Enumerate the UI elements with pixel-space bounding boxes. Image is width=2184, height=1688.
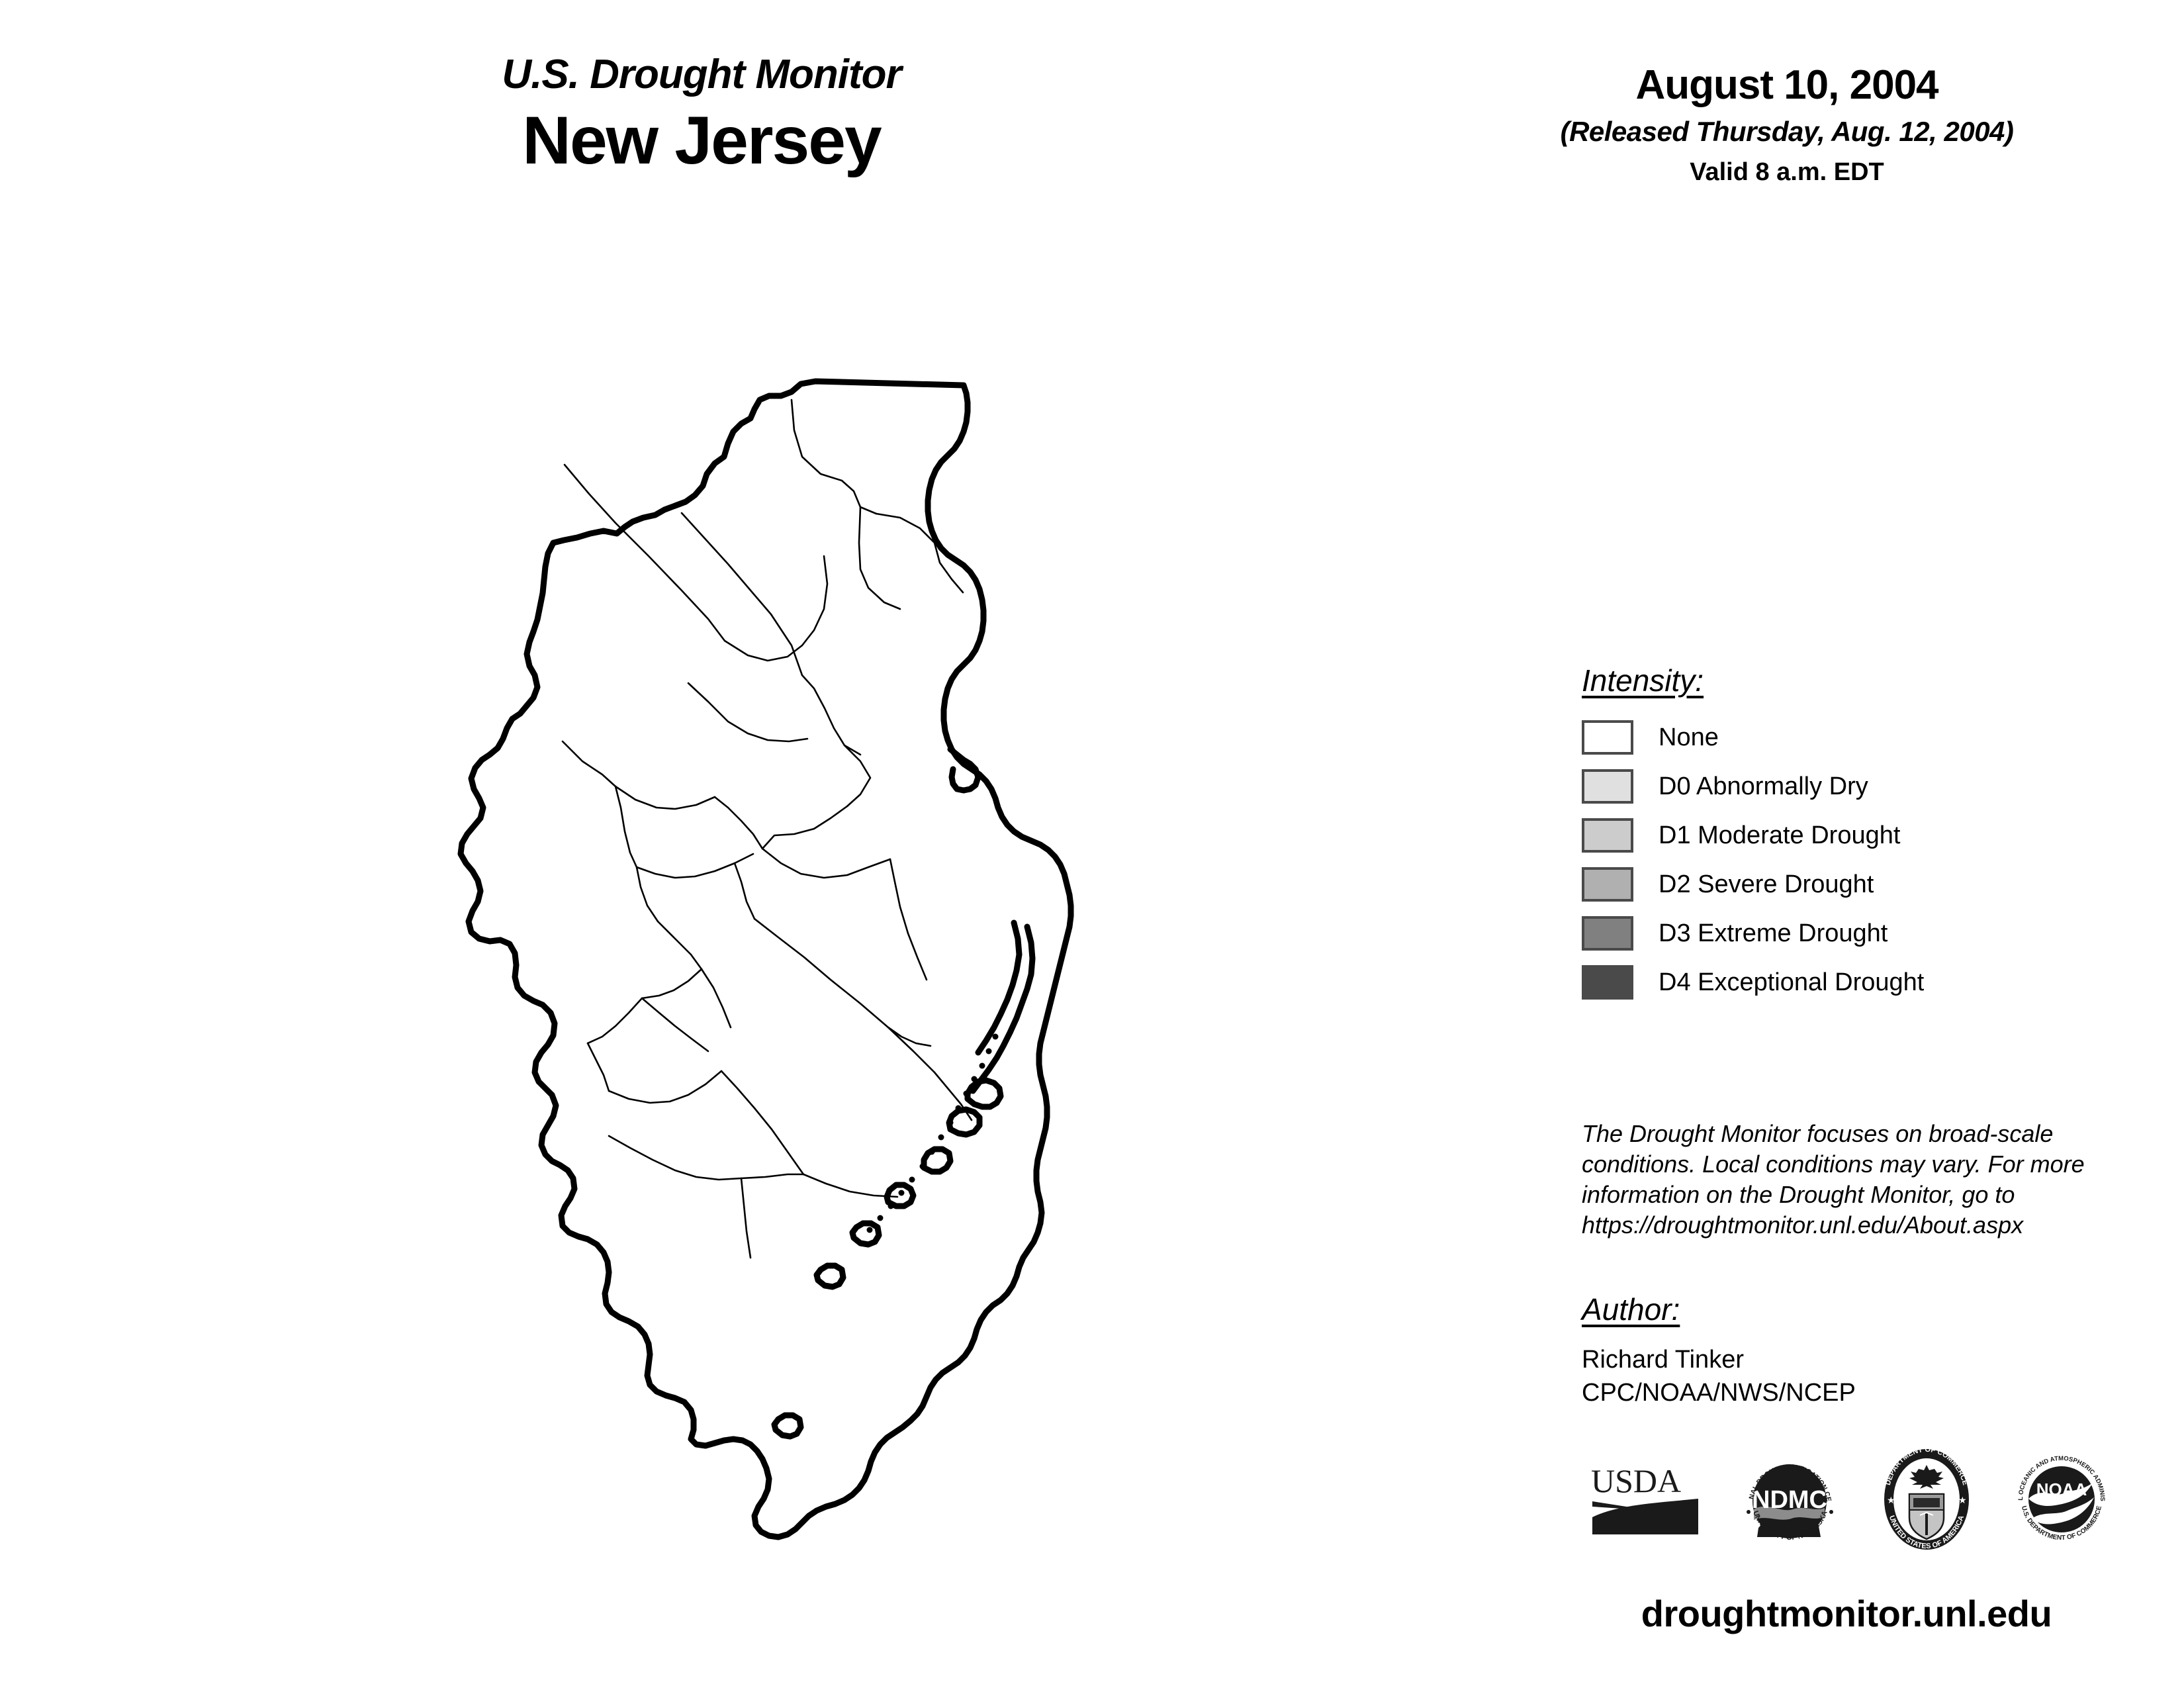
legend-swatch-d1 xyxy=(1582,818,1633,853)
logo-row: USDA NDMC NATIONAL DROUGHT MITIGATION CE… xyxy=(1588,1440,2111,1562)
legend-label-d3: D3 Extreme Drought xyxy=(1659,919,1888,947)
legend-swatch-d4 xyxy=(1582,965,1633,1000)
ndmc-logo[interactable]: NDMC NATIONAL DROUGHT MITIGATION CENTER … xyxy=(1736,1442,1841,1554)
department-of-commerce-logo[interactable]: DEPARTMENT OF COMMERCE UNITED STATES OF … xyxy=(1878,1446,1976,1556)
state-outline xyxy=(457,378,1074,1540)
legend-item-d0[interactable]: D0 Abnormally Dry xyxy=(1582,762,2098,811)
legend-label-d0: D0 Abnormally Dry xyxy=(1659,773,1868,800)
legend-label-d4: D4 Exceptional Drought xyxy=(1659,968,1925,996)
disclaimer-line-3: information on the Drought Monitor, go t… xyxy=(1582,1181,2015,1209)
legend-item-none[interactable]: None xyxy=(1582,713,2098,762)
date-block: August 10, 2004 (Released Thursday, Aug.… xyxy=(1489,62,2085,187)
author-heading: Author: xyxy=(1582,1292,1680,1327)
legend-item-d2[interactable]: D2 Severe Drought xyxy=(1582,860,2098,909)
valid-date: August 10, 2004 xyxy=(1635,62,1938,108)
disclaimer-text: The Drought Monitor focuses on broad-sca… xyxy=(1582,1119,2177,1241)
noaa-logo-text: NOAA xyxy=(2036,1479,2087,1499)
program-title: U.S. Drought Monitor xyxy=(502,52,901,97)
svg-text:★: ★ xyxy=(1958,1495,1967,1505)
released-date: (Released Thursday, Aug. 12, 2004) xyxy=(1560,116,2014,148)
new-jersey-map[interactable] xyxy=(397,344,1178,1602)
ndmc-logo-text: NDMC xyxy=(1752,1486,1827,1514)
legend-item-d4[interactable]: D4 Exceptional Drought xyxy=(1582,958,2098,1007)
state-title: New Jersey xyxy=(522,103,882,179)
map-layers xyxy=(457,378,1074,1540)
barrier-island-dots xyxy=(866,1033,999,1233)
footer-url[interactable]: droughtmonitor.unl.edu xyxy=(1641,1593,2052,1634)
intensity-legend: Intensity: None D0 Abnormally Dry D1 Mod… xyxy=(1582,665,2098,1007)
legend-label-none: None xyxy=(1659,724,1719,751)
author-block: Author: Richard Tinker CPC/NOAA/NWS/NCEP xyxy=(1582,1294,2111,1409)
legend-item-d1[interactable]: D1 Moderate Drought xyxy=(1582,811,2098,860)
legend-swatch-d2 xyxy=(1582,867,1633,902)
map-svg[interactable] xyxy=(397,344,1178,1602)
legend-swatch-d0 xyxy=(1582,769,1633,804)
author-affiliation: CPC/NOAA/NWS/NCEP xyxy=(1582,1379,1856,1407)
legend-label-d2: D2 Severe Drought xyxy=(1659,870,1874,898)
title-block: U.S. Drought Monitor New Jersey xyxy=(397,53,1006,178)
legend-label-d1: D1 Moderate Drought xyxy=(1659,821,1901,849)
svg-text:★: ★ xyxy=(1887,1495,1895,1505)
usda-logo[interactable]: USDA xyxy=(1588,1460,1702,1542)
author-name: Richard Tinker xyxy=(1582,1346,1744,1374)
noaa-logo[interactable]: NOAA NATIONAL OCEANIC AND ATMOSPHERIC AD… xyxy=(2009,1444,2111,1552)
usda-logo-text: USDA xyxy=(1591,1462,1681,1499)
legend-swatch-none xyxy=(1582,720,1633,755)
disclaimer-line-1: The Drought Monitor focuses on broad-sca… xyxy=(1582,1120,2054,1147)
county-boundaries xyxy=(561,399,973,1259)
valid-time: Valid 8 a.m. EDT xyxy=(1690,158,1884,187)
disclaimer-url[interactable]: https://droughtmonitor.unl.edu/About.asp… xyxy=(1582,1211,2024,1239)
legend-item-d3[interactable]: D3 Extreme Drought xyxy=(1582,909,2098,958)
legend-heading: Intensity: xyxy=(1582,663,1704,698)
disclaimer-line-2: conditions. Local conditions may vary. F… xyxy=(1582,1150,2085,1178)
legend-swatch-d3 xyxy=(1582,916,1633,951)
